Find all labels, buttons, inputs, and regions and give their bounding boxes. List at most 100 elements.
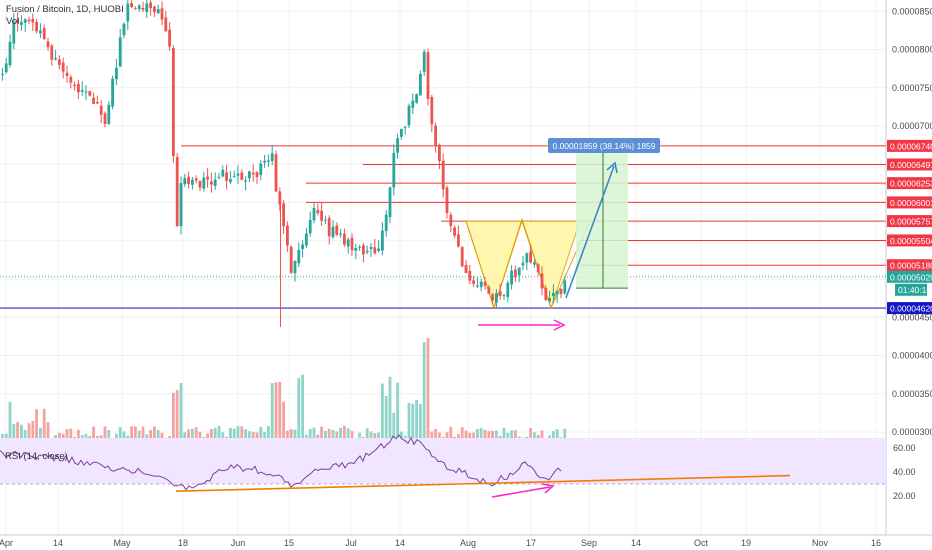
candle-body — [533, 262, 536, 265]
candle-body — [160, 8, 164, 20]
candle-body — [88, 91, 92, 96]
volume-bar — [350, 430, 354, 444]
time-tick-label: 14 — [395, 538, 405, 548]
candle-body — [8, 41, 12, 66]
candle-body — [274, 154, 278, 192]
volume-bar — [274, 382, 278, 444]
price-level-tag-text: 0.00005180 — [890, 261, 932, 271]
candle-body — [99, 105, 103, 115]
volume-bar — [487, 431, 491, 444]
candle-body — [229, 178, 232, 183]
volume-bar — [510, 430, 513, 444]
candle-body — [441, 160, 445, 190]
candle-body — [324, 219, 327, 221]
candle-body — [183, 178, 187, 185]
time-tick-label: 15 — [284, 538, 294, 548]
candle-body — [392, 152, 396, 188]
volume-bar — [491, 430, 494, 444]
candle-body — [255, 172, 259, 177]
volume-bar — [434, 429, 437, 444]
price-tick-label: 0.00008500 — [892, 6, 932, 16]
candle-body — [236, 173, 240, 176]
candle-body — [20, 22, 23, 25]
candle-body — [198, 180, 202, 188]
candle-body — [415, 94, 418, 103]
volume-bar — [251, 431, 255, 444]
volume-bar — [495, 430, 498, 444]
candle-body — [419, 73, 422, 96]
volume-bar — [16, 422, 19, 444]
volume-bar — [259, 426, 263, 444]
candle-body — [339, 233, 342, 235]
candle-body — [134, 8, 137, 10]
volume-bar — [232, 428, 236, 444]
candle-body — [460, 246, 464, 267]
price-level-tag — [887, 234, 932, 247]
volume-bar — [339, 427, 342, 444]
candle-body — [483, 281, 487, 286]
volume-bar — [415, 399, 418, 444]
volume-bar — [77, 429, 80, 444]
candle-body — [282, 203, 285, 227]
candle-body — [548, 297, 551, 302]
candle-body — [525, 253, 529, 263]
volume-bar — [172, 392, 175, 444]
candle-body — [267, 160, 270, 162]
candle-body — [145, 3, 149, 13]
candle-body — [42, 28, 46, 39]
volume-bar — [107, 429, 111, 444]
time-tick-label: Nov — [812, 538, 829, 548]
candle-body — [61, 62, 65, 72]
candle-body — [354, 247, 358, 251]
candle-body — [422, 51, 426, 72]
volume-bar — [141, 426, 145, 444]
candle-body — [358, 247, 361, 249]
volume-bar — [320, 426, 323, 444]
candle-body — [426, 52, 430, 99]
candle-body — [407, 105, 411, 126]
price-level-tag — [887, 158, 932, 171]
measure-tag-text: 0.00001859 (38.14%) 1859 — [552, 141, 655, 151]
time-tick-label: 14 — [53, 538, 63, 548]
candle-body — [232, 176, 236, 178]
candle-body — [175, 157, 179, 227]
candle-body — [335, 225, 339, 235]
candle-body — [453, 227, 456, 236]
volume-bar — [502, 427, 506, 444]
price-tick-label: 0.00004500 — [892, 312, 932, 322]
divergence-arrowhead-rsi — [541, 483, 555, 494]
candle-body — [529, 251, 532, 263]
volume-bar — [12, 423, 16, 444]
price-level-tag-text: 0.00006253 — [890, 179, 932, 189]
candlesticks — [1, 0, 567, 327]
candle-body — [479, 281, 483, 288]
candle-body — [320, 210, 323, 221]
volume-bar — [153, 426, 156, 444]
volume-label: Vol — [6, 16, 19, 27]
volume-bar — [23, 429, 27, 444]
candle-body — [50, 45, 54, 60]
candle-body — [118, 37, 122, 67]
volume-bar — [213, 427, 217, 444]
volume-bar — [407, 403, 411, 444]
volume-bar — [69, 428, 73, 444]
candle-body — [286, 225, 289, 246]
price-axis: 0.00008500 0.00008000 0.00007500 0.00007000… — [887, 6, 932, 501]
candle-body — [221, 169, 225, 177]
candle-body — [31, 18, 35, 23]
candle-body — [217, 176, 221, 178]
volume-bar — [293, 429, 297, 444]
candle-body — [1, 73, 4, 75]
volume-bar — [365, 428, 369, 444]
price-tick-label: 0.00003500 — [892, 389, 932, 399]
candle-body — [438, 144, 441, 162]
time-tick-label: Jul — [345, 538, 357, 548]
time-axis: Apr 14 May 18 Jun 15 Jul 14 Aug 17 Sep 14 Oct 19 Nov 16 — [0, 534, 932, 548]
price-level-tag-text: 0.00006740 — [890, 141, 932, 151]
candle-body — [58, 59, 61, 65]
time-tick-label: 14 — [631, 538, 641, 548]
candle-body — [92, 97, 95, 104]
time-tick-label: Jun — [231, 538, 246, 548]
candle-body — [346, 239, 350, 247]
